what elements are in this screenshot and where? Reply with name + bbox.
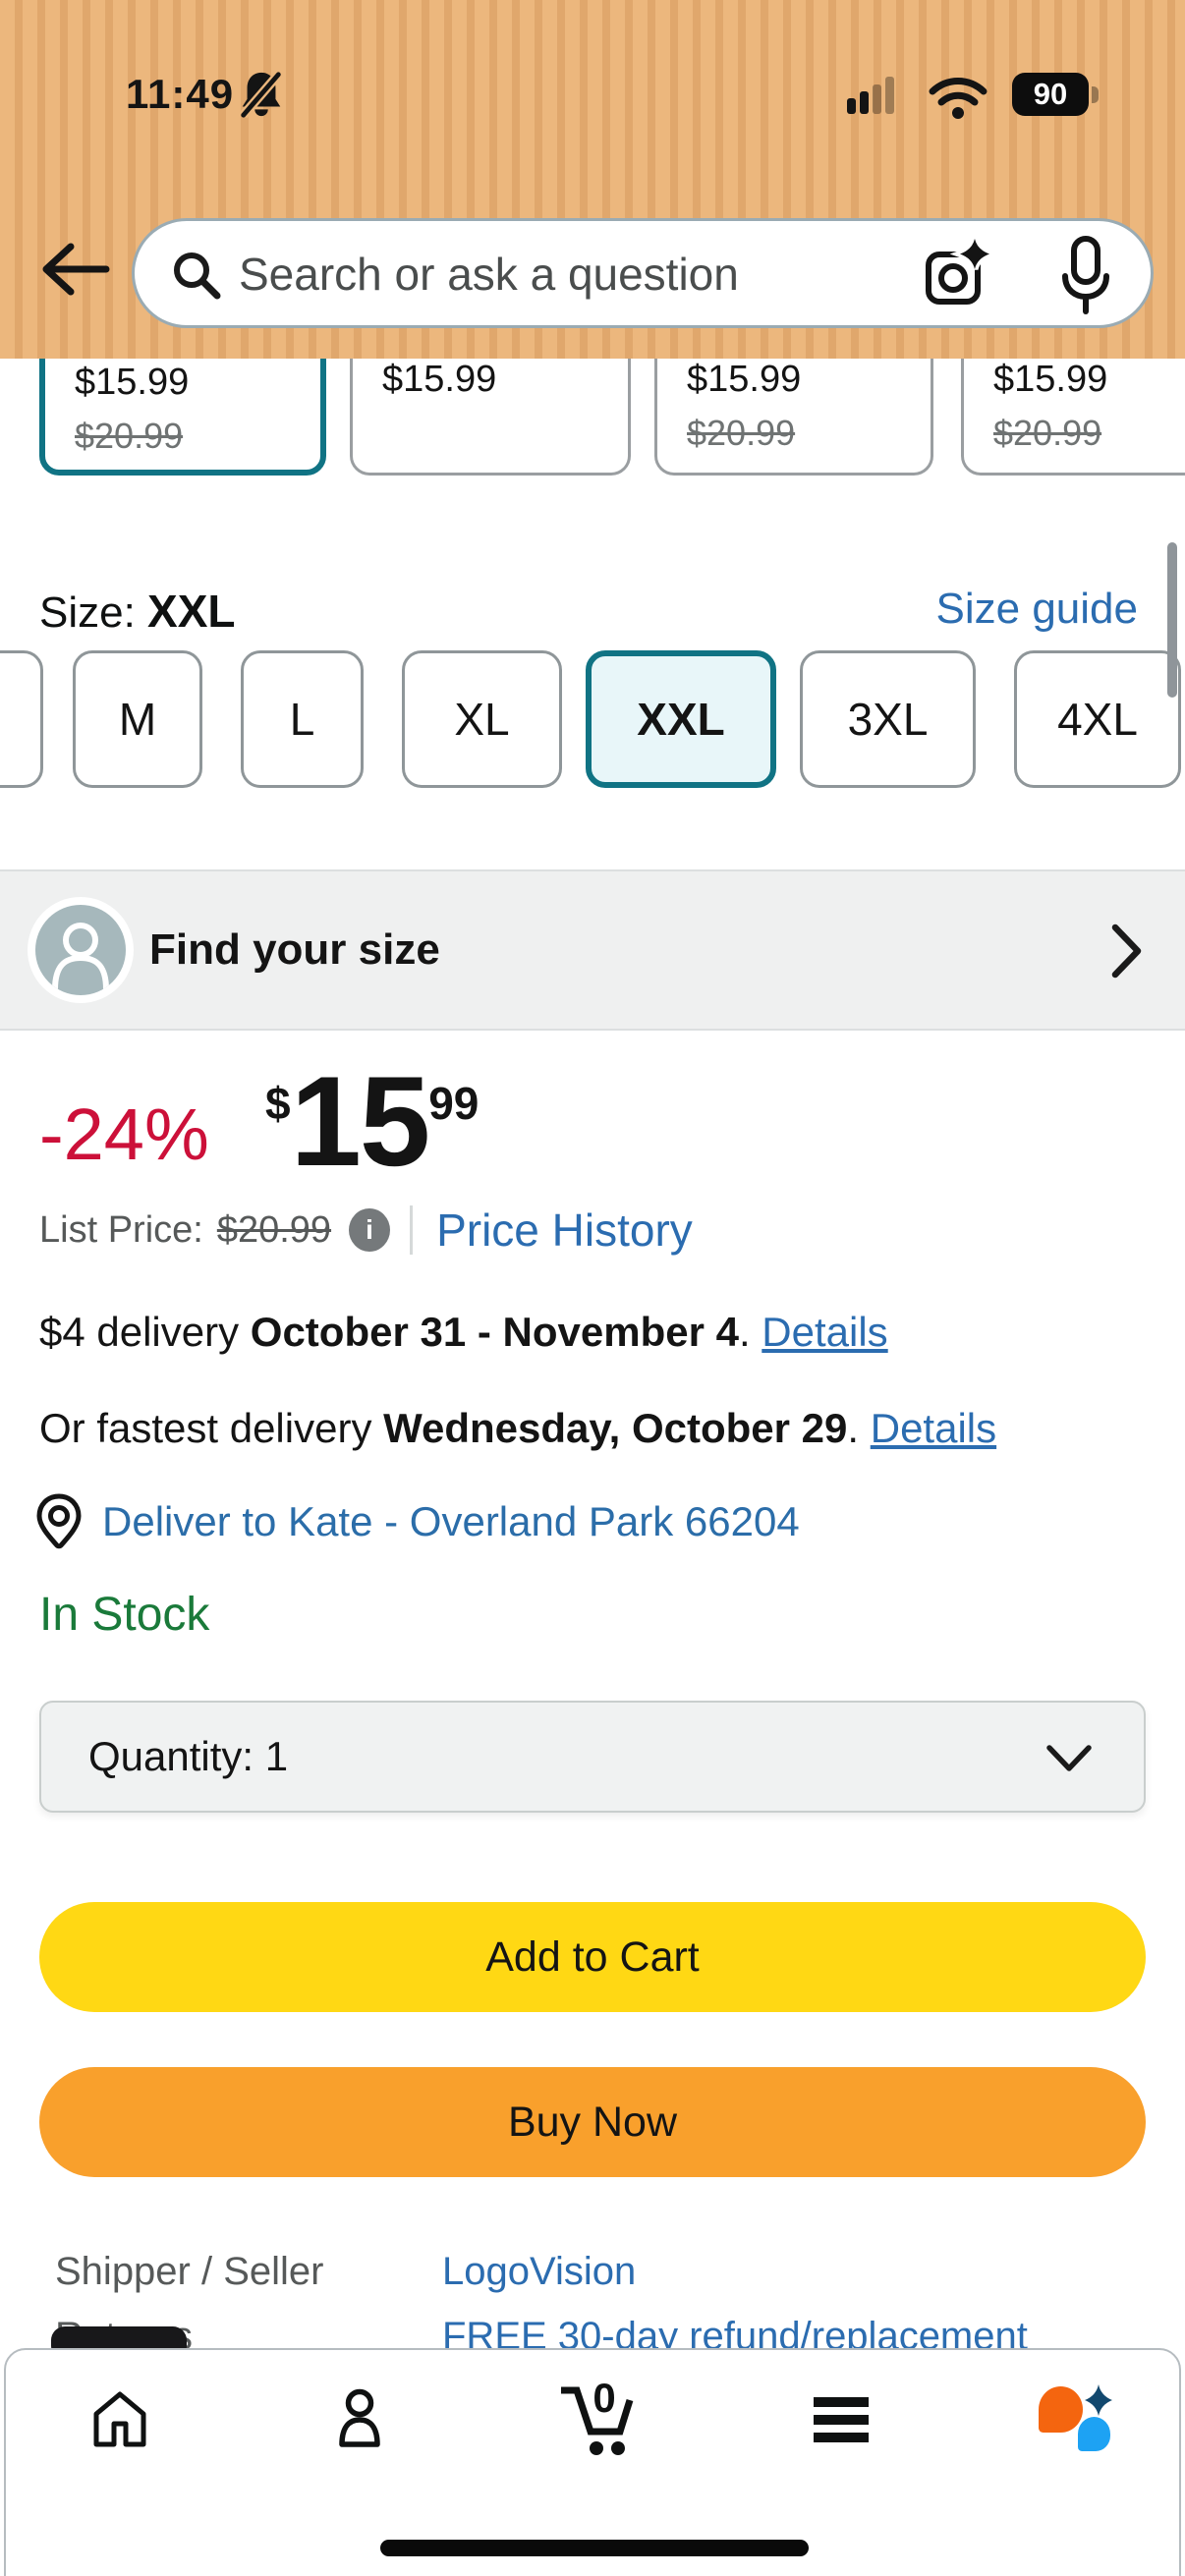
price: $ 15 99	[265, 1049, 480, 1193]
nav-home[interactable]	[71, 2370, 169, 2468]
rufus-blue-bubble	[1078, 2417, 1110, 2451]
variant-list-price: $20.99	[993, 413, 1102, 453]
seller-row: Shipper / Seller LogoVision	[55, 2250, 636, 2294]
find-your-size-row[interactable]: Find your size	[0, 869, 1185, 1031]
mic-icon[interactable]	[1058, 235, 1113, 315]
person-icon	[339, 2388, 380, 2447]
price-whole: 15	[290, 1049, 431, 1193]
size-option-m[interactable]: M	[73, 650, 202, 788]
size-option-3xl[interactable]: 3XL	[800, 650, 976, 788]
quantity-label: Quantity: 1	[88, 1733, 289, 1779]
battery-indicator: 90	[1012, 73, 1102, 116]
seller-link[interactable]: LogoVision	[442, 2250, 637, 2293]
delivery-period: .	[738, 1309, 762, 1355]
location-pin-icon	[36, 1493, 82, 1549]
battery-tip	[1092, 86, 1099, 103]
battery-percent: 90	[1012, 73, 1089, 116]
chevron-down-icon	[1046, 1745, 1092, 1771]
home-indicator[interactable]	[380, 2540, 809, 2556]
info-icon[interactable]: i	[349, 1208, 391, 1252]
variant-price: $15.99	[993, 359, 1108, 400]
divider	[410, 1205, 414, 1255]
buy-now-button[interactable]: Buy Now	[39, 2067, 1146, 2177]
search-icon	[174, 252, 221, 300]
fastest-date: Wednesday, October 29	[383, 1405, 848, 1451]
hamburger-menu-icon	[814, 2397, 869, 2442]
delivery-prefix: $4 delivery	[39, 1309, 251, 1355]
stock-status: In Stock	[39, 1589, 210, 1641]
camera-search-icon[interactable]	[921, 237, 997, 313]
nav-rufus[interactable]	[1027, 2370, 1125, 2468]
chevron-right-icon	[1111, 924, 1142, 979]
list-price-label: List Price:	[39, 1208, 203, 1251]
price-fraction: 99	[428, 1078, 480, 1129]
variant-price: $15.99	[687, 359, 802, 400]
cellular-signal-icon	[847, 77, 894, 114]
variant-price: $15.99	[382, 359, 497, 400]
variant-list-price: $20.99	[75, 416, 184, 456]
seller-row-label: Shipper / Seller	[55, 2250, 324, 2293]
add-to-cart-button[interactable]: Add to Cart	[39, 1902, 1146, 2012]
delivery-line: $4 delivery October 31 - November 4. Det…	[39, 1309, 888, 1356]
size-selected-value: XXL	[147, 586, 236, 637]
variant-price: $15.99	[75, 362, 190, 403]
fastest-delivery-line: Or fastest delivery Wednesday, October 2…	[39, 1405, 996, 1452]
deliver-to-text: Deliver to Kate - Overland Park 66204	[102, 1498, 800, 1544]
size-option-xxl[interactable]: XXL	[586, 650, 776, 788]
nav-menu[interactable]	[792, 2370, 890, 2468]
list-price-row: List Price: $20.99 i Price History	[39, 1201, 693, 1260]
home-icon	[93, 2391, 146, 2447]
cart-count: 0	[592, 2377, 615, 2421]
price-history-link[interactable]: Price History	[436, 1204, 693, 1256]
notifications-off-icon	[240, 71, 282, 119]
price-symbol: $	[265, 1078, 291, 1129]
cart-icon: 0	[561, 2377, 634, 2455]
size-option-l[interactable]: L	[241, 650, 364, 788]
delivery-details-link[interactable]: Details	[762, 1309, 888, 1355]
fastest-period: .	[847, 1405, 871, 1451]
app-header: 11:49 90	[0, 0, 1185, 359]
discount-badge: -24%	[39, 1093, 209, 1175]
size-label: Size: XXL	[39, 585, 236, 638]
fastest-details-link[interactable]: Details	[870, 1405, 997, 1451]
size-label-prefix: Size:	[39, 588, 148, 637]
variant-list-price	[382, 413, 628, 452]
status-time: 11:49	[126, 71, 235, 117]
delivery-date-range: October 31 - November 4	[250, 1309, 739, 1355]
deliver-to-link[interactable]: Deliver to Kate - Overland Park 66204	[35, 1493, 800, 1550]
size-option-xl[interactable]: XL	[402, 650, 562, 788]
find-your-size-label: Find your size	[149, 925, 440, 974]
bottom-nav: 0	[4, 2348, 1181, 2576]
rufus-orange-bubble	[1039, 2386, 1083, 2433]
size-option-4xl[interactable]: 4XL	[1014, 650, 1181, 788]
rufus-icon	[1039, 2384, 1113, 2451]
search-bar[interactable]	[132, 218, 1154, 328]
fastest-prefix: Or fastest delivery	[39, 1405, 384, 1451]
person-avatar-icon	[28, 897, 134, 1003]
rufus-sparkle-icon	[1085, 2384, 1112, 2416]
variant-list-price: $20.99	[687, 413, 796, 453]
quantity-selector[interactable]: Quantity: 1	[39, 1701, 1146, 1813]
nav-cart[interactable]: 0	[549, 2370, 648, 2468]
scrollbar[interactable]	[1167, 542, 1177, 698]
search-input[interactable]	[237, 231, 909, 317]
back-button[interactable]	[37, 238, 114, 301]
size-option-partial[interactable]	[0, 650, 43, 788]
nav-profile[interactable]	[310, 2370, 409, 2468]
list-price-value: $20.99	[216, 1208, 332, 1251]
wifi-icon	[929, 78, 988, 119]
size-guide-link[interactable]: Size guide	[935, 585, 1138, 633]
